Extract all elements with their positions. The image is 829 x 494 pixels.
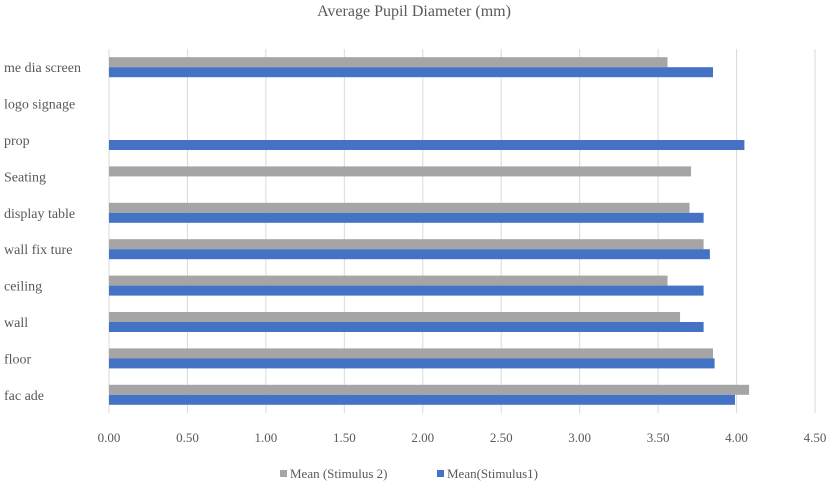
x-tick-label: 4.00 <box>725 430 748 445</box>
bar <box>109 57 668 68</box>
category-label: wall <box>4 316 28 331</box>
category-label: floor <box>4 352 32 367</box>
legend-label: Mean(Stimulus1) <box>447 466 538 481</box>
bar <box>109 249 710 260</box>
x-tick-label: 4.50 <box>804 430 827 445</box>
category-label: prop <box>4 134 30 149</box>
bar <box>109 312 681 322</box>
category-labels: me dia screen logo signage prop Seating disp… <box>4 61 81 404</box>
bar <box>109 275 668 286</box>
bar <box>109 202 690 213</box>
bar <box>109 348 714 359</box>
gridlines <box>108 49 816 413</box>
bars <box>109 57 750 405</box>
bar <box>109 285 704 296</box>
category-label: me dia screen <box>4 61 81 76</box>
bar <box>109 140 745 150</box>
bar <box>109 212 704 223</box>
x-tick-labels: 0.00 0.50 1.00 1.50 2.00 2.50 3.00 3.50 4.00 4.50 <box>98 430 827 445</box>
bar <box>109 239 704 250</box>
legend: Mean (Stimulus 2) Mean(Stimulus1) <box>280 466 538 481</box>
x-tick-label: 3.00 <box>568 430 591 445</box>
bar <box>109 394 735 405</box>
category-label: ceiling <box>4 280 42 295</box>
category-label: wall fix ture <box>4 243 72 258</box>
chart-title: Average Pupil Diameter (mm) <box>317 3 511 20</box>
bar <box>109 384 750 395</box>
x-tick-label: 2.50 <box>490 430 513 445</box>
category-label: display table <box>4 207 75 222</box>
x-tick-label: 1.50 <box>333 430 356 445</box>
x-tick-label: 3.50 <box>647 430 670 445</box>
category-label: logo signage <box>4 98 75 113</box>
x-tick-label: 1.00 <box>255 430 278 445</box>
x-tick-label: 0.00 <box>98 430 121 445</box>
legend-swatch <box>280 470 287 477</box>
bar <box>109 358 715 369</box>
bar <box>109 166 692 177</box>
x-tick-label: 2.00 <box>411 430 434 445</box>
legend-swatch <box>437 470 444 477</box>
category-label: Seating <box>4 170 46 185</box>
bar <box>109 322 704 332</box>
x-tick-label: 0.50 <box>176 430 199 445</box>
category-label: fac ade <box>4 389 44 404</box>
bar <box>109 67 714 78</box>
legend-label: Mean (Stimulus 2) <box>290 466 388 481</box>
